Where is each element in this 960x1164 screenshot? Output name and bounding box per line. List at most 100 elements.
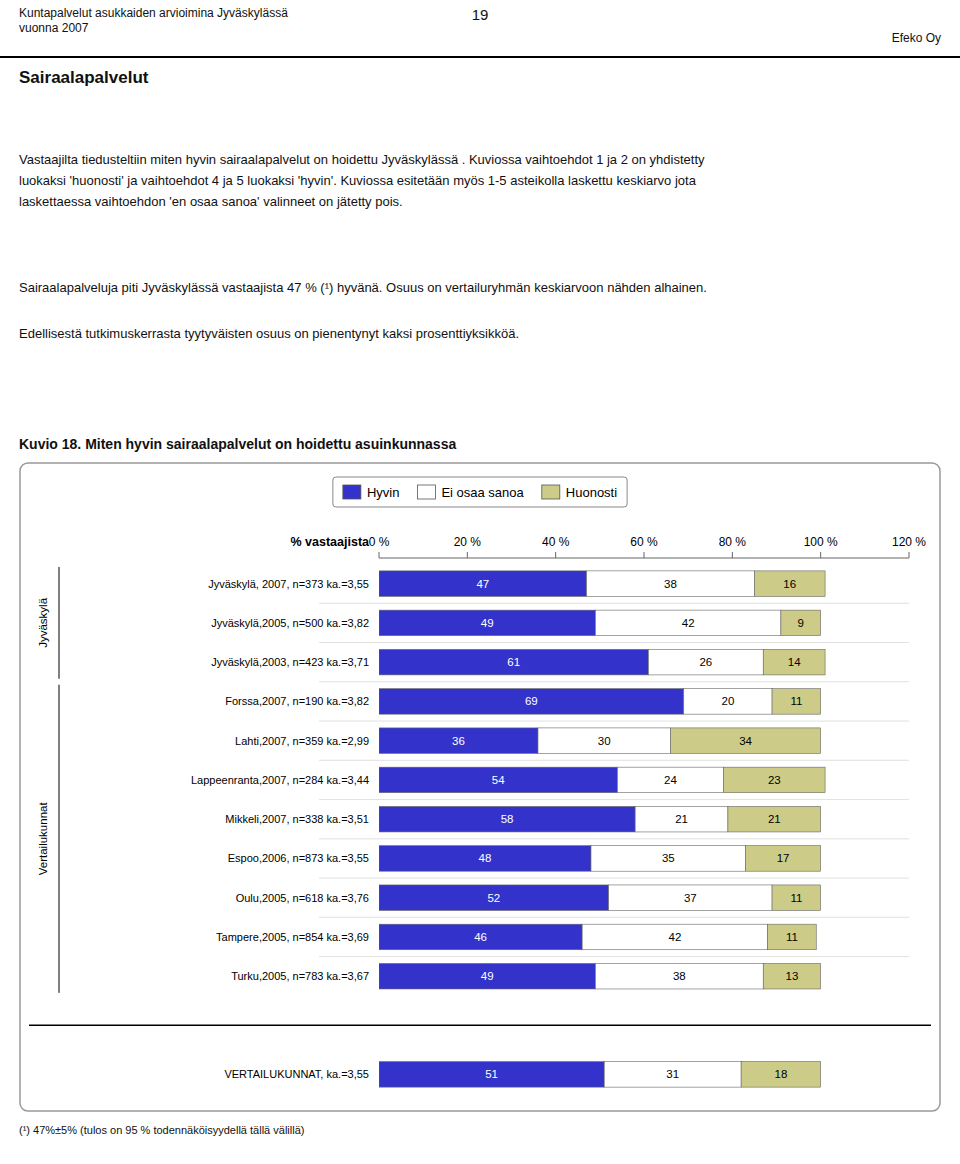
- x-axis-line: [379, 558, 909, 559]
- summary-separator: [29, 1025, 931, 1027]
- data-label: 13: [786, 970, 799, 982]
- data-label: 49: [481, 970, 494, 982]
- x-tick-label: 20 %: [454, 535, 482, 549]
- data-label: 34: [739, 735, 752, 747]
- chart-title: Kuvio 18. Miten hyvin sairaalapalvelut o…: [19, 436, 456, 452]
- bar-segment: [604, 1062, 741, 1088]
- data-label: 35: [662, 852, 675, 864]
- data-label: 11: [790, 695, 802, 707]
- data-label: 9: [798, 617, 804, 629]
- data-label: 23: [768, 774, 781, 786]
- data-label: 21: [768, 813, 781, 825]
- data-label: 20: [722, 695, 735, 707]
- data-label: 69: [525, 695, 538, 707]
- bar-segment: [379, 963, 595, 989]
- bar-segment: [379, 924, 582, 950]
- legend-label: Hyvin: [367, 485, 400, 500]
- row-separator: [319, 603, 909, 604]
- legend-label: Huonosti: [566, 485, 617, 500]
- legend-swatch: [417, 485, 435, 499]
- data-label: 37: [684, 892, 697, 904]
- body-text: Edellisestä tutkimuskerrasta tyytyväiste…: [19, 326, 944, 341]
- data-label: 11: [790, 892, 802, 904]
- category-label: Jyväskylä, 2007, n=373 ka.=3,55: [208, 578, 369, 590]
- data-label: 48: [479, 852, 492, 864]
- category-label: Mikkeli,2007, n=338 ka.=3,51: [225, 813, 369, 825]
- bar-segment: [379, 806, 635, 832]
- x-tick-label: 40 %: [542, 535, 570, 549]
- data-label: 61: [507, 656, 520, 668]
- data-label: 52: [487, 892, 500, 904]
- category-label: Jyväskylä,2005, n=500 ka.=3,82: [211, 617, 369, 629]
- group-bracket: [59, 685, 60, 993]
- data-label: 14: [788, 656, 801, 668]
- body-text: Sairaalapalveluja piti Jyväskylässä vast…: [19, 280, 944, 295]
- category-label: Forssa,2007, n=190 ka.=3,82: [225, 695, 369, 707]
- footnote: (¹) 47%±5% (tulos on 95 % todennäköisyyd…: [19, 1124, 304, 1136]
- row-separator: [319, 799, 909, 800]
- bar-segment: [741, 1062, 821, 1088]
- legend: HyvinEi osaa sanoaHuonosti: [333, 477, 627, 507]
- data-label: 54: [492, 774, 505, 786]
- bar-segment: [618, 767, 724, 793]
- x-axis-label: % vastaajista: [290, 535, 370, 549]
- data-label: 51: [485, 1068, 498, 1080]
- bar-segment: [772, 689, 821, 715]
- chart-box: [20, 463, 940, 1111]
- data-label: 26: [699, 656, 712, 668]
- x-axis: 0 %20 %40 %60 %80 %100 %120 %: [369, 535, 927, 558]
- data-label: 17: [777, 852, 790, 864]
- bar-segment: [648, 649, 763, 675]
- bar-segment: [379, 649, 648, 675]
- row-separator: [319, 956, 909, 957]
- category-label: VERTAILUKUNNAT, ka.=3,55: [224, 1068, 369, 1080]
- bar-segment: [763, 963, 820, 989]
- data-labels: 4738164942961261469201136303454242358212…: [452, 578, 804, 1081]
- row-separator: [319, 642, 909, 643]
- category-label: Oulu,2005, n=618 ka.=3,76: [236, 892, 369, 904]
- row-separator: [319, 838, 909, 839]
- category-label: Lahti,2007, n=359 ka.=2,99: [235, 735, 369, 747]
- data-label: 58: [501, 813, 514, 825]
- legend-frame: [333, 477, 627, 507]
- data-label: 49: [481, 617, 494, 629]
- category-label: Lappeenranta,2007, n=284 ka.=3,44: [191, 774, 369, 786]
- bar-segment: [772, 885, 821, 911]
- category-label: Turku,2005, n=783 ka.=3,67: [231, 970, 369, 982]
- x-tick-label: 80 %: [719, 535, 747, 549]
- x-tick: [909, 552, 910, 558]
- group-label: Jyväskylä: [37, 597, 49, 647]
- data-label: 38: [664, 578, 677, 590]
- row-separator: [319, 681, 909, 682]
- row-separator: [319, 760, 909, 761]
- group-label: Vertailukunnat: [37, 802, 49, 876]
- data-label: 36: [452, 735, 465, 747]
- bar-segment: [582, 924, 768, 950]
- bar-segment: [754, 571, 825, 597]
- chart: HyvinEi osaa sanoaHuonosti0 %20 %40 %60 …: [19, 462, 941, 1112]
- data-label: 16: [783, 578, 796, 590]
- category-label: Tampere,2005, n=854 ka.=3,69: [216, 931, 369, 943]
- bar-segment: [763, 649, 825, 675]
- x-tick: [820, 552, 821, 558]
- data-label: 21: [675, 813, 688, 825]
- bar-segment: [379, 571, 587, 597]
- data-label: 46: [474, 931, 487, 943]
- body-text: Vastaajilta tiedusteltiin miten hyvin sa…: [19, 150, 944, 212]
- data-label: 18: [775, 1068, 788, 1080]
- bar-segment: [724, 767, 826, 793]
- x-tick: [467, 552, 468, 558]
- bar-segment: [781, 610, 821, 636]
- bar-segment: [379, 728, 538, 754]
- bar-segment: [635, 806, 728, 832]
- bar-segment: [379, 1062, 604, 1088]
- bar-segment: [609, 885, 772, 911]
- row-separator: [319, 721, 909, 722]
- header-left: Kuntapalvelut asukkaiden arvioimina Jyvä…: [19, 6, 288, 36]
- bars: [379, 571, 825, 1087]
- x-tick: [644, 552, 645, 558]
- x-tick-label: 0 %: [369, 535, 390, 549]
- legend-swatch: [542, 485, 560, 499]
- bar-segment: [538, 728, 671, 754]
- section-title: Sairaalapalvelut: [19, 68, 148, 88]
